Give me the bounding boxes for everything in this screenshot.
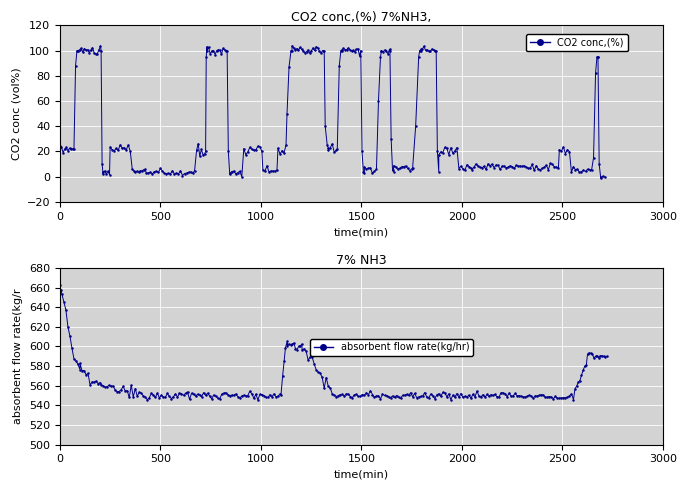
X-axis label: time(min): time(min) bbox=[334, 227, 389, 237]
Legend: CO2 conc,(%): CO2 conc,(%) bbox=[526, 34, 628, 52]
X-axis label: time(min): time(min) bbox=[334, 470, 389, 480]
Y-axis label: CO2 conc (vol%): CO2 conc (vol%) bbox=[11, 67, 21, 160]
Y-axis label: absorbent flow rate(kg/r: absorbent flow rate(kg/r bbox=[14, 289, 23, 424]
Legend: absorbent flow rate(kg/hr): absorbent flow rate(kg/hr) bbox=[310, 339, 473, 356]
Title: 7% NH3: 7% NH3 bbox=[336, 254, 387, 267]
Title: CO2 conc,(%) 7%NH3,: CO2 conc,(%) 7%NH3, bbox=[291, 11, 431, 24]
